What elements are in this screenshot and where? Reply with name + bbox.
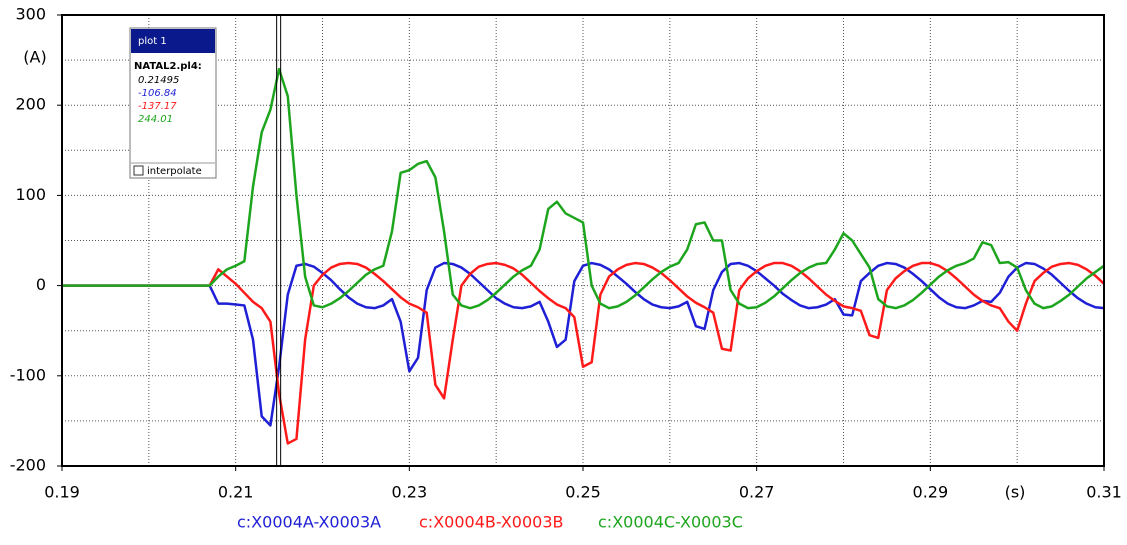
y-tick-label: 300 [15,5,46,24]
plot-frame [61,14,1105,467]
cursor-popup[interactable]: plot 1 NATAL2.pl4: 0.21495 interpolate -… [129,27,217,179]
popup-titlebar [131,29,215,53]
x-tick-label: 0.19 [44,483,80,502]
popup-title: plot 1 [138,36,167,47]
checkbox-label: interpolate [147,166,202,177]
y-axis-label: (A) [23,48,46,67]
legend-entry: c:X0004B-X0003B [419,513,563,532]
legend-entry: c:X0004A-X0003A [237,513,381,532]
x-tick-label: 0.21 [218,483,254,502]
x-tick-label: 0.31 [1086,483,1122,502]
x-tick-label: 0.25 [565,483,601,502]
x-tick-label: 0.29 [913,483,949,502]
legend: c:X0004A-X0003A c:X0004B-X0003B c:X0004C-X… [237,513,743,532]
plot-lines [62,15,1105,466]
y-tick-label: 0 [36,275,46,294]
x-axis-label: (s) [1005,483,1026,502]
series-line [62,261,1105,427]
cursor-reading: -106.84 [138,88,177,99]
interpolate-checkbox[interactable] [133,165,144,176]
x-tick-label: 0.27 [739,483,775,502]
x-tick-label: 0.23 [392,483,428,502]
series-line [62,261,1105,445]
y-tick-label: 100 [15,185,46,204]
cursor-reading: -137.17 [138,101,177,112]
legend-entry: c:X0004C-X0003C [598,513,743,532]
y-tick-label: -100 [10,365,46,384]
popup-time: 0.21495 [138,75,179,86]
y-tick-label: 200 [15,95,46,114]
y-tick-label: -200 [10,456,46,475]
series-line [62,67,1105,310]
cursor-reading: 244.01 [138,114,173,125]
popup-file: NATAL2.pl4: [134,61,202,72]
